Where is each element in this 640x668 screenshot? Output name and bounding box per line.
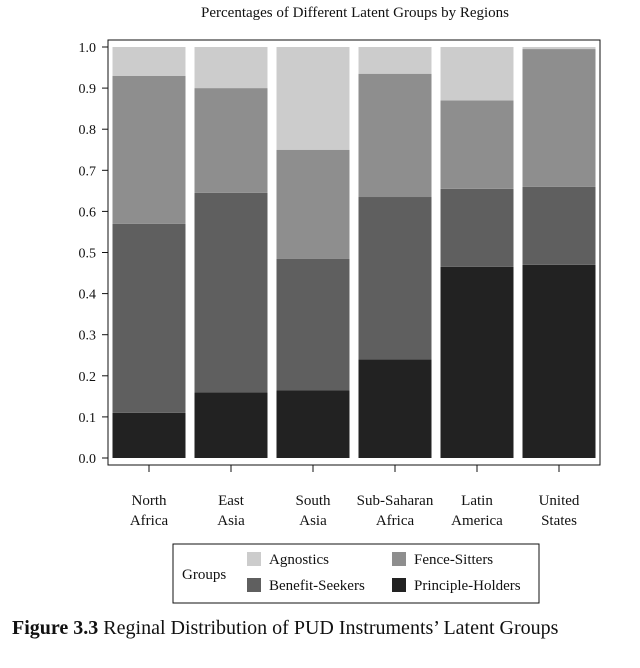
legend-title: Groups [182, 567, 226, 583]
bar-segment [358, 73, 432, 198]
bar-segment [440, 266, 514, 458]
legend-label: Principle-Holders [414, 578, 521, 594]
bar-segment [194, 88, 268, 193]
x-tick-label: Latin [461, 493, 493, 509]
x-tick-label: America [451, 513, 503, 529]
stacked-bar-chart: Percentages of Different Latent Groups b… [79, 5, 601, 604]
bar-segment [522, 49, 596, 187]
bar-segment [112, 412, 186, 458]
x-axis: North Africa East Asia South Asia Sub-Saharan A… [130, 465, 580, 529]
legend-box [172, 543, 540, 604]
legend: Groups Agnostics Fence-Sitters Benefit-See… [172, 543, 540, 604]
y-tick-label: 0.3 [79, 329, 97, 344]
legend-swatch [392, 578, 406, 592]
x-tick-label: Africa [376, 513, 415, 529]
y-tick-label: 1.0 [79, 41, 97, 56]
x-tick-label: North [132, 493, 167, 509]
legend-label: Benefit-Seekers [269, 578, 365, 594]
x-tick-label: East [218, 493, 245, 509]
legend-label: Agnostics [269, 552, 329, 568]
figure-caption-text: Reginal Distribution of PUD Instruments’… [103, 617, 559, 639]
bar-segment [112, 223, 186, 413]
bar-segment [112, 47, 186, 76]
bar-segment [276, 390, 350, 458]
figure-caption: Figure 3.3 Reginal Distribution of PUD I… [12, 617, 558, 640]
bar-segment [276, 149, 350, 259]
legend-label: Fence-Sitters [414, 552, 493, 568]
y-tick-label: 0.0 [79, 452, 97, 467]
bars-group [112, 47, 596, 458]
bar-segment [358, 359, 432, 458]
bar-segment [194, 192, 268, 393]
bar-segment [358, 197, 432, 360]
bar-segment [522, 47, 596, 50]
bar-segment [440, 100, 514, 189]
bar-segment [276, 258, 350, 391]
y-tick-label: 0.9 [79, 82, 97, 97]
bar-segment [358, 47, 432, 74]
y-tick-label: 0.8 [79, 123, 97, 138]
y-axis: 0.0 0.1 0.2 0.3 0.4 0.5 0.6 0.7 0.8 0.9 1.0 [79, 41, 108, 467]
bar-segment [440, 47, 514, 101]
y-tick-label: 0.5 [79, 247, 97, 262]
y-tick-label: 0.6 [79, 205, 97, 220]
x-tick-label: Asia [217, 513, 245, 529]
legend-swatch [247, 552, 261, 566]
bar-segment [276, 47, 350, 150]
bar-segment [522, 186, 596, 265]
bar-segment [112, 75, 186, 224]
legend-swatch [247, 578, 261, 592]
x-tick-label: Sub-Saharan [357, 493, 434, 509]
x-tick-label: States [541, 513, 577, 529]
x-tick-label: South [295, 493, 331, 509]
legend-swatch [392, 552, 406, 566]
x-tick-label: Asia [299, 513, 327, 529]
y-tick-label: 0.2 [79, 370, 97, 385]
y-tick-label: 0.1 [79, 411, 97, 426]
chart-title: Percentages of Different Latent Groups b… [201, 5, 509, 21]
bar-segment [440, 188, 514, 267]
x-tick-label: United [539, 493, 580, 509]
bar-segment [194, 392, 268, 458]
bar-segment [522, 264, 596, 458]
y-tick-label: 0.7 [79, 164, 97, 179]
bar-segment [194, 47, 268, 89]
x-tick-label: Africa [130, 513, 169, 529]
figure-label: Figure 3.3 [12, 617, 99, 639]
y-tick-label: 0.4 [79, 288, 97, 303]
